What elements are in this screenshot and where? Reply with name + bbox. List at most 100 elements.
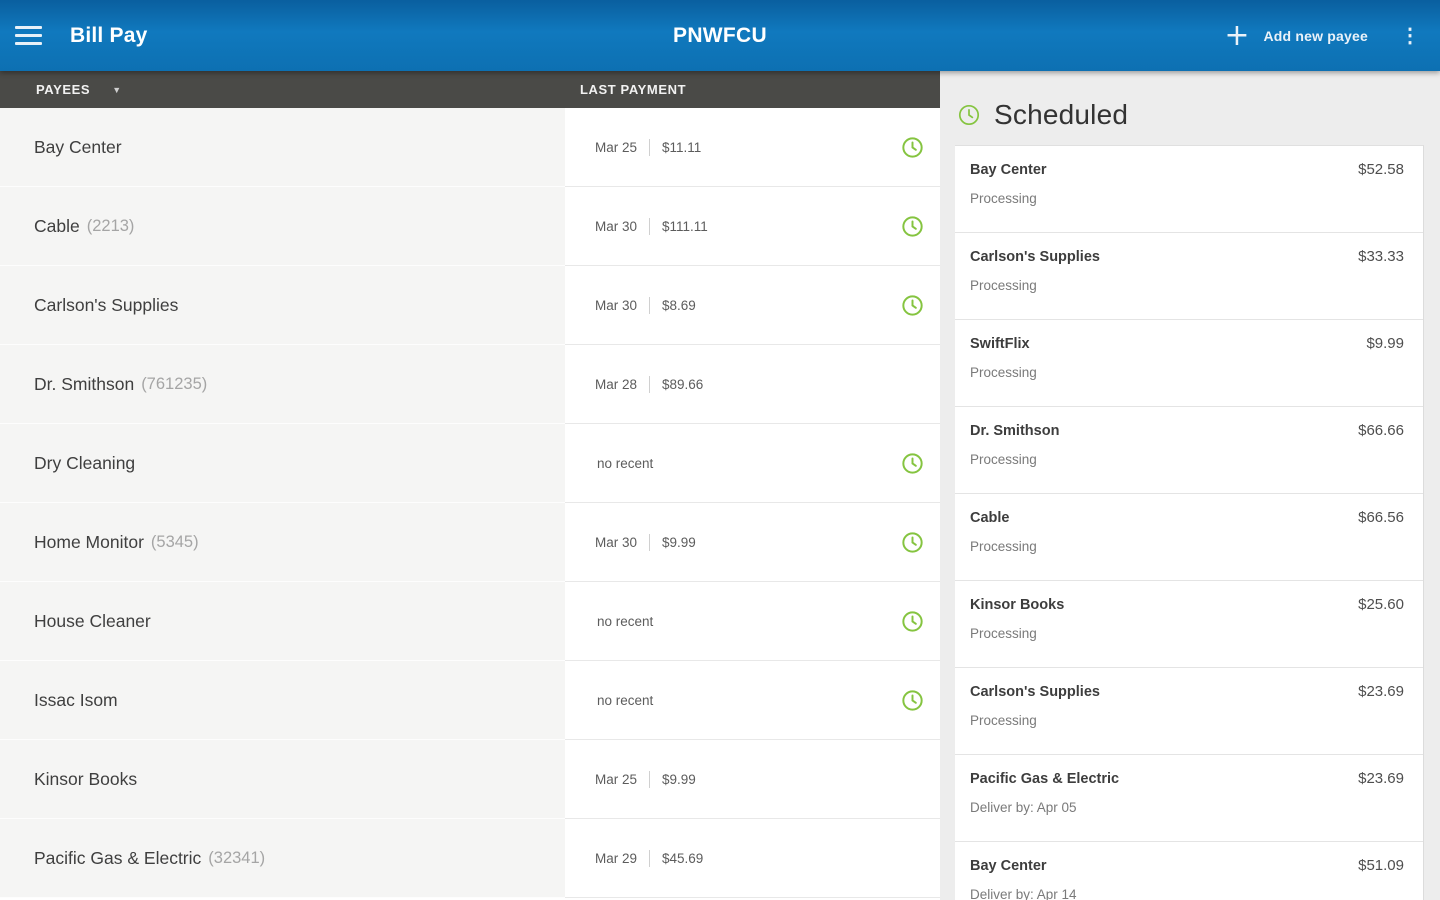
payee-cell: Pacific Gas & Electric (32341) <box>0 819 565 898</box>
scheduled-item[interactable]: Carlson's Supplies $23.69 Processing <box>955 668 1423 755</box>
payee-cell: Bay Center <box>0 108 565 187</box>
scheduled-indicator <box>900 135 925 160</box>
payee-name: Cable <box>34 215 80 236</box>
payee-name: Dr. Smithson <box>34 373 135 394</box>
scheduled-amount: $25.60 <box>1358 596 1404 613</box>
scheduled-indicator <box>900 451 925 476</box>
payment-divider <box>649 770 650 788</box>
payees-sort-header[interactable]: PAYEES ▼ <box>36 82 122 97</box>
scheduled-item[interactable]: SwiftFlix $9.99 Processing <box>955 320 1423 407</box>
payee-account-number: (5345) <box>150 532 199 551</box>
scheduled-list: Bay Center $52.58 Processing Carlson's S… <box>955 145 1424 900</box>
scheduled-item[interactable]: Carlson's Supplies $33.33 Processing <box>955 233 1423 320</box>
table-row[interactable]: House Cleaner no recent <box>0 582 940 661</box>
sort-caret-icon: ▼ <box>112 84 122 95</box>
scheduled-indicator <box>900 293 925 318</box>
last-payment-cell: Mar 28 $89.66 <box>565 345 940 424</box>
payee-name: Issac Isom <box>34 689 118 710</box>
last-payment-cell: Mar 30 $9.99 <box>565 503 940 582</box>
scheduled-status: Processing <box>970 278 1037 293</box>
last-payment-date: Mar 25 <box>594 771 637 787</box>
table-row[interactable]: Pacific Gas & Electric (32341) Mar 29 $4… <box>0 819 940 898</box>
last-payment-cell: no recent <box>565 424 940 503</box>
payee-name: Carlson's Supplies <box>34 294 179 315</box>
add-new-payee-label: Add new payee <box>1263 27 1368 44</box>
last-payment-cell: Mar 25 $11.11 <box>565 108 940 187</box>
scheduled-payee-name: Cable <box>970 510 1010 526</box>
scheduled-amount: $9.99 <box>1366 335 1404 352</box>
clock-icon <box>902 531 923 553</box>
last-payment-date: Mar 30 <box>594 534 637 550</box>
clock-icon <box>902 136 923 158</box>
scheduled-amount: $52.58 <box>1358 161 1404 178</box>
table-row[interactable]: Home Monitor (5345) Mar 30 $9.99 <box>0 503 940 582</box>
table-row[interactable]: Issac Isom no recent <box>0 661 940 740</box>
kebab-menu-icon: ⋮ <box>1400 25 1420 47</box>
payees-header-label: PAYEES <box>36 82 91 97</box>
table-row[interactable]: Dr. Smithson (761235) Mar 28 $89.66 <box>0 345 940 424</box>
scheduled-indicator <box>900 609 925 634</box>
payment-divider <box>649 138 650 156</box>
scheduled-amount: $23.69 <box>1358 770 1404 787</box>
payee-row-list: Bay Center Mar 25 $11.11 Cable (2213) Ma… <box>0 108 940 900</box>
payee-cell: Issac Isom <box>0 661 565 740</box>
payment-divider <box>649 375 650 393</box>
scheduled-payee-name: Carlson's Supplies <box>970 684 1100 700</box>
table-row[interactable]: Dry Cleaning no recent <box>0 424 940 503</box>
scheduled-payee-name: SwiftFlix <box>970 336 1030 352</box>
no-recent-label: no recent <box>597 692 654 708</box>
payee-cell: Cable (2213) <box>0 187 565 266</box>
payee-account-number: (761235) <box>141 374 208 393</box>
scheduled-payee-name: Kinsor Books <box>970 597 1065 613</box>
payee-name: Pacific Gas & Electric <box>34 847 202 868</box>
payee-name: House Cleaner <box>34 610 151 631</box>
last-payment-date: Mar 30 <box>594 297 637 313</box>
scheduled-item[interactable]: Bay Center $52.58 Processing <box>955 146 1423 233</box>
payment-divider <box>649 296 650 314</box>
overflow-menu-button[interactable]: ⋮ <box>1378 13 1436 58</box>
scheduled-item[interactable]: Kinsor Books $25.60 Processing <box>955 581 1423 668</box>
scheduled-item[interactable]: Dr. Smithson $66.66 Processing <box>955 407 1423 494</box>
menu-button[interactable] <box>0 0 56 71</box>
app-bar: Bill Pay PNWFCU + Add new payee ⋮ <box>0 0 1440 71</box>
payment-divider <box>649 849 650 867</box>
table-row[interactable]: Carlson's Supplies Mar 30 $8.69 <box>0 266 940 345</box>
scheduled-panel: Scheduled Bay Center $52.58 Processing C… <box>940 71 1440 900</box>
payment-divider <box>649 533 650 551</box>
payee-cell: Dr. Smithson (761235) <box>0 345 565 424</box>
last-payment-date: Mar 25 <box>594 139 637 155</box>
scheduled-payee-name: Bay Center <box>970 162 1047 178</box>
scheduled-item[interactable]: Bay Center $51.09 Deliver by: Apr 14 <box>955 842 1423 900</box>
last-payment-cell: Mar 30 $111.11 <box>565 187 940 266</box>
table-row[interactable]: Bay Center Mar 25 $11.11 <box>0 108 940 187</box>
scheduled-payee-name: Pacific Gas & Electric <box>970 771 1120 787</box>
scheduled-payee-name: Carlson's Supplies <box>970 249 1100 265</box>
no-recent-label: no recent <box>597 613 654 629</box>
payee-cell: Dry Cleaning <box>0 424 565 503</box>
last-payment-amount: $9.99 <box>662 771 696 787</box>
last-payment-header-label: LAST PAYMENT <box>580 82 687 97</box>
scheduled-status: Processing <box>970 713 1037 728</box>
last-payment-cell: no recent <box>565 582 940 661</box>
scheduled-indicator <box>900 214 925 239</box>
last-payment-amount: $11.11 <box>662 139 702 155</box>
scheduled-item[interactable]: Cable $66.56 Processing <box>955 494 1423 581</box>
clock-icon <box>958 104 980 126</box>
plus-icon: + <box>1224 17 1250 53</box>
last-payment-amount: $9.99 <box>662 534 696 550</box>
table-row[interactable]: Kinsor Books Mar 25 $9.99 <box>0 740 940 819</box>
scheduled-indicator <box>900 530 925 555</box>
last-payment-cell: no recent <box>565 661 940 740</box>
scheduled-indicator <box>900 688 925 713</box>
scheduled-status: Processing <box>970 626 1037 641</box>
scheduled-item[interactable]: Pacific Gas & Electric $23.69 Deliver by… <box>955 755 1423 842</box>
last-payment-amount: $8.69 <box>662 297 696 313</box>
scheduled-title: Scheduled <box>994 99 1129 130</box>
payee-name: Bay Center <box>34 136 122 157</box>
scheduled-status: Deliver by: Apr 14 <box>970 887 1077 900</box>
scheduled-amount: $66.66 <box>1358 422 1404 439</box>
payee-name: Home Monitor <box>34 531 144 552</box>
payee-cell: House Cleaner <box>0 582 565 661</box>
table-row[interactable]: Cable (2213) Mar 30 $111.11 <box>0 187 940 266</box>
add-new-payee-button[interactable]: + Add new payee <box>1214 16 1378 56</box>
